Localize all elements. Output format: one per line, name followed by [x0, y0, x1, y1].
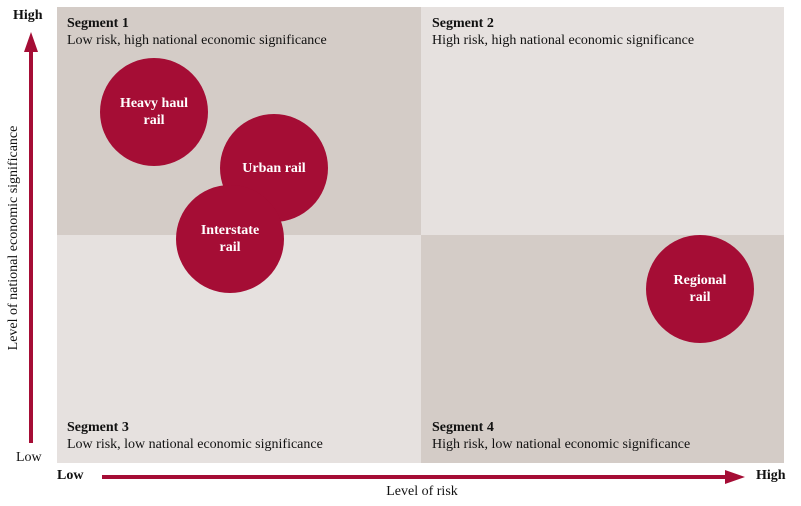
y-axis-high-label: High: [13, 8, 43, 23]
segment-description: Low risk, low national economic signific…: [67, 437, 323, 452]
segment-description: High risk, high national economic signif…: [432, 33, 695, 48]
segment-title: Segment 1: [67, 16, 129, 31]
circle-label: rail: [219, 240, 241, 255]
circle-label: Interstate: [200, 223, 260, 238]
y-axis-title: Level of national economic significance: [6, 125, 21, 351]
circle-regional-rail: Regional rail: [646, 235, 754, 343]
segment-3-label: Segment 3 Low risk, low national economic…: [67, 419, 323, 453]
segment-2-label: Segment 2 High risk, high national econom…: [432, 15, 694, 49]
x-axis-high-label: High: [756, 468, 786, 483]
x-axis-low-label: Low: [57, 468, 84, 483]
segment-4-label: Segment 4 High risk, low national economi…: [432, 419, 690, 453]
segment-description: High risk, low national economic signifi…: [432, 437, 691, 452]
y-axis-arrowhead-icon: [24, 32, 38, 52]
circle-interstate-rail: Interstate rail: [176, 185, 284, 293]
segment-title: Segment 4: [432, 420, 494, 435]
segment-1-label: Segment 1 Low risk, high national economi…: [67, 15, 327, 49]
circle-label: Heavy haul: [119, 96, 189, 111]
circle-label: rail: [143, 113, 165, 128]
quadrant-segment-2: [421, 7, 784, 235]
x-axis-title: Level of risk: [386, 484, 458, 499]
y-axis-low-label: Low: [16, 450, 42, 465]
segment-description: Low risk, high national economic signifi…: [67, 33, 327, 48]
circle-heavy-haul-rail: Heavy haul rail: [100, 58, 208, 166]
circle-label: Urban rail: [242, 160, 306, 176]
segment-title: Segment 2: [432, 16, 494, 31]
circle-label: Regional: [673, 273, 727, 288]
segment-title: Segment 3: [67, 420, 129, 435]
x-axis-arrowhead-icon: [725, 470, 745, 484]
circle-label: rail: [689, 290, 711, 305]
